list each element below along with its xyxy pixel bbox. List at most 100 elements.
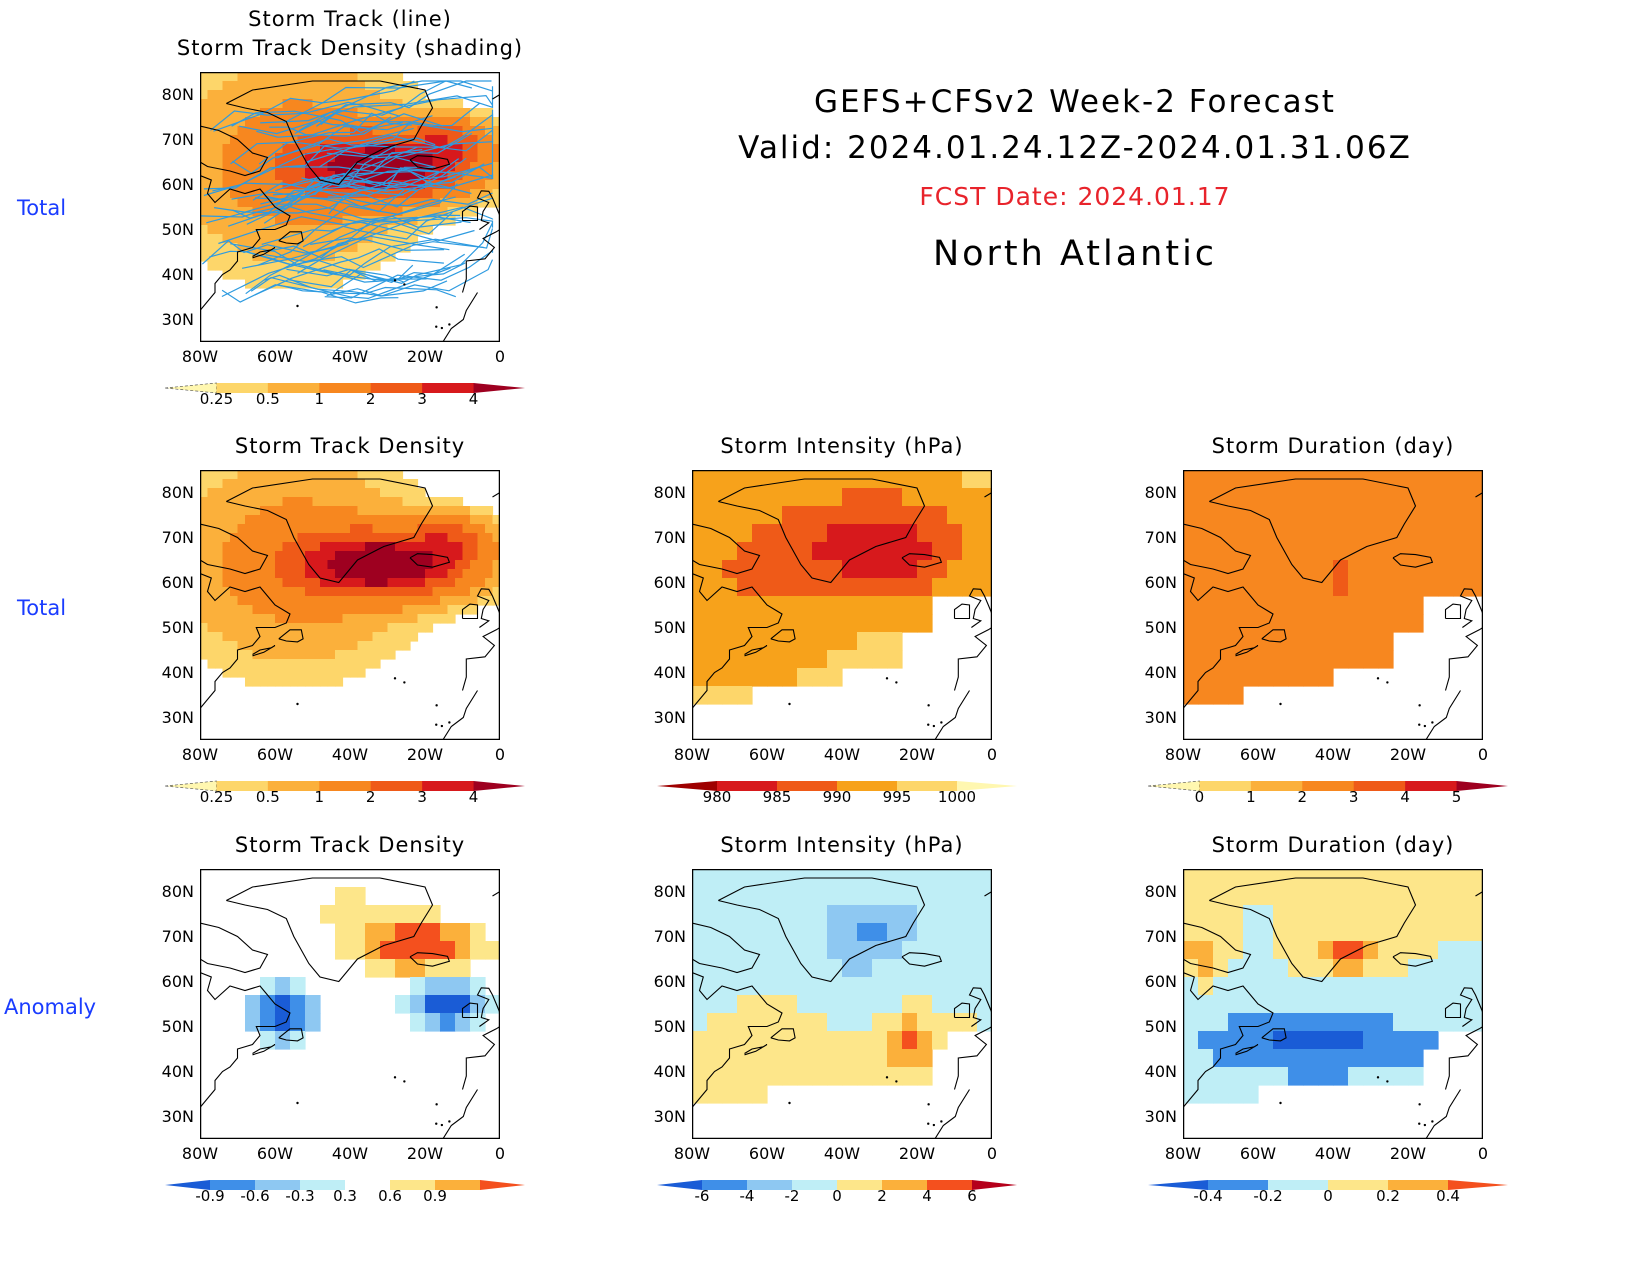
lon-tick-label: 80W [181,1144,219,1163]
panel-title: Storm Track Density (shading) [176,36,524,60]
colorbar-label: 4 [468,390,479,408]
map-plot [1183,470,1483,740]
colorbar-label: 5 [1451,788,1462,806]
lat-tick-label: 50N [653,617,686,637]
row-label-total-1: Total [17,196,67,220]
lat-tick-label: 80N [653,482,686,502]
colorbar-label: -0.4 [1193,1187,1223,1205]
lon-tick-label: 0 [1477,1144,1489,1163]
forecast-title: GEFS+CFSv2 Week-2 Forecast [814,84,1336,120]
lat-tick-label: 80N [161,84,194,104]
colorbar-label: 0.25 [199,788,234,806]
colorbar [1148,1180,1508,1190]
lon-tick-label: 60W [256,1144,294,1163]
panel-density-total: Storm Track Density 80N 70N 60N 50N 40N 30N 80W… [162,434,525,806]
row-label-total-2: Total [17,596,67,620]
lon-tick-label: 20W [898,1144,936,1163]
lat-tick-label: 60N [653,572,686,592]
lat-tick-label: 70N [161,926,194,946]
lat-tick-label: 40N [161,662,194,682]
lat-tick-label: 50N [161,219,194,239]
lat-tick-label: 70N [1144,926,1177,946]
colorbar-label: -0.2 [1253,1187,1283,1205]
lon-tick-label: 0 [986,745,998,764]
lat-tick-label: 40N [161,1061,194,1081]
lon-tick-label: 40W [331,347,369,366]
lon-tick-label: 0 [1477,745,1489,764]
lon-tick-label: 60W [748,745,786,764]
lon-tick-label: 80W [181,745,219,764]
colorbar [657,1180,1017,1190]
colorbar-label: -0.3 [285,1187,315,1205]
colorbar [165,1180,525,1190]
lat-tick-label: 80N [161,881,194,901]
panel-intensity-anomaly: Storm Intensity (hPa) 80N 70N 60N 50N 40N 30N 8… [654,833,1017,1205]
lat-tick-label: 80N [653,881,686,901]
lon-tick-label: 80W [1164,745,1202,764]
lat-tick-label: 40N [653,662,686,682]
colorbar-label: 0 [1323,1187,1333,1205]
lon-tick-label: 0 [494,1144,506,1163]
lon-tick-label: 80W [673,1144,711,1163]
colorbar-label: 2 [1297,788,1308,806]
lat-tick-label: 40N [653,1061,686,1081]
panel-intensity-total: Storm Intensity (hPa) 80N 70N 60N 50N 40N 30N 8… [654,434,1017,806]
row-label-anomaly: Anomaly [4,995,97,1019]
panel-duration-total: Storm Duration (day) 80N 70N 60N 50N 40N 30N 80… [1145,434,1508,806]
map-plot [1183,869,1483,1139]
lon-tick-label: 60W [1239,745,1277,764]
lat-tick-label: 50N [161,1016,194,1036]
colorbar-label: 1 [314,390,325,408]
lon-tick-label: 80W [673,745,711,764]
colorbar-label: 4 [922,1187,932,1205]
lon-tick-label: 20W [406,1144,444,1163]
colorbar-label: -2 [784,1187,800,1205]
lat-tick-label: 60N [653,971,686,991]
lon-tick-label: 60W [1239,1144,1277,1163]
colorbar-label: -0.9 [195,1187,225,1205]
lat-tick-label: 60N [1144,572,1177,592]
colorbar-label: 990 [822,788,852,806]
colorbar [1148,780,1508,792]
colorbar-label: 985 [762,788,792,806]
colorbar-label: 0.2 [1376,1187,1400,1205]
fcst-date: FCST Date: 2024.01.17 [919,182,1231,211]
lon-tick-label: 20W [406,745,444,764]
region-title: North Atlantic [932,234,1218,274]
lon-tick-label: 80W [181,347,219,366]
lat-tick-label: 30N [1144,707,1177,727]
lon-tick-label: 40W [331,1144,369,1163]
lat-tick-label: 30N [161,309,194,329]
panel-duration-anomaly: Storm Duration (day) 80N 70N 60N 50N 40N 30N 80… [1145,833,1508,1205]
colorbar-label: 2 [877,1187,887,1205]
colorbar-label: 2 [365,788,376,806]
lat-tick-label: 40N [161,264,194,284]
lat-tick-label: 60N [1144,971,1177,991]
lat-tick-label: 50N [1144,1016,1177,1036]
colorbar-label: 4 [1400,788,1410,806]
lat-tick-label: 30N [161,1106,194,1126]
colorbar-label: 995 [882,788,912,806]
lat-tick-label: 70N [1144,527,1177,547]
panel-title: Storm Duration (day) [1211,434,1455,458]
lon-tick-label: 40W [1314,1144,1352,1163]
lat-tick-label: 70N [653,926,686,946]
colorbar-label: 4 [468,788,479,806]
colorbar-label: 0 [1194,788,1205,806]
colorbar [657,781,1017,791]
panel-title: Storm Track (line) [248,7,452,31]
panel-title: Storm Track Density [234,434,466,458]
lon-tick-label: 40W [823,745,861,764]
lat-tick-label: 70N [161,527,194,547]
lat-tick-label: 60N [161,572,194,592]
lat-tick-label: 30N [1144,1106,1177,1126]
colorbar-label: 2 [365,390,376,408]
lon-tick-label: 20W [898,745,936,764]
lon-tick-label: 60W [748,1144,786,1163]
map-plot [692,869,992,1139]
colorbar-label: 0.25 [199,390,234,408]
lat-tick-label: 50N [653,1016,686,1036]
map-plot [200,869,500,1139]
colorbar-label: 3 [417,390,427,408]
colorbar-label: -0.6 [240,1187,270,1205]
